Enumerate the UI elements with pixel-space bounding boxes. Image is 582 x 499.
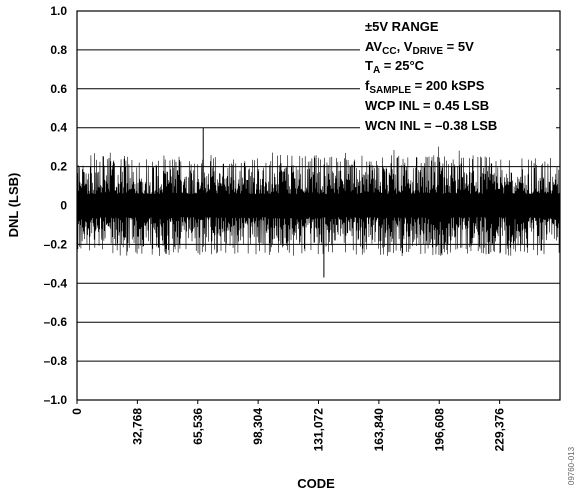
x-tick-labels: 0 32,768 65,536 98,304 131,072 163,840 196,608… — [70, 400, 507, 451]
dnl-trace — [76, 146, 561, 257]
annotation-background — [360, 14, 556, 138]
y-tick-label: –0.4 — [44, 276, 68, 290]
dnl-series — [76, 127, 561, 278]
annotation-wcn-inl: WCN INL = –0.38 LSB — [365, 118, 497, 133]
figure-id: 09760-013 — [567, 446, 576, 485]
y-tick-label: –1.0 — [44, 393, 68, 407]
y-tick-label: 0.2 — [50, 160, 67, 174]
y-tick-label: 0.8 — [50, 43, 67, 57]
annotation-sample-rate: fSAMPLE = 200 kSPS — [365, 78, 485, 96]
y-tick-label: 0 — [60, 199, 67, 213]
x-tick-label: 0 — [70, 408, 84, 415]
annotation-wcp-inl: WCP INL = 0.45 LSB — [365, 98, 489, 113]
x-tick-label: 196,608 — [432, 408, 446, 452]
y-tick-labels: –1.0 –0.8 –0.6 –0.4 –0.2 0 0.2 0.4 0.6 0.8 1.0 — [44, 4, 68, 407]
x-tick-label: 163,840 — [372, 408, 386, 452]
y-axis-label: DNL (LSB) — [6, 173, 21, 238]
x-tick-label: 32,768 — [130, 408, 144, 445]
y-tick-label: 0.6 — [50, 82, 67, 96]
y-tick-label: 1.0 — [50, 4, 67, 18]
annotation-temperature: TA = 25°C — [365, 58, 425, 76]
x-tick-label: 131,072 — [312, 408, 326, 452]
y-tick-label: –0.6 — [44, 315, 68, 329]
x-axis-label: CODE — [297, 476, 335, 491]
y-tick-label: 0.4 — [50, 121, 67, 135]
y-tick-label: –0.8 — [44, 354, 68, 368]
x-tick-label: 65,536 — [191, 408, 205, 445]
x-tick-label: 98,304 — [251, 408, 265, 445]
annotation-range: ±5V RANGE — [365, 19, 439, 34]
y-tick-label: –0.2 — [44, 237, 68, 251]
annotation-supply: AVCC, VDRIVE = 5V — [365, 39, 474, 57]
x-tick-label: 229,376 — [493, 408, 507, 452]
